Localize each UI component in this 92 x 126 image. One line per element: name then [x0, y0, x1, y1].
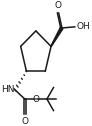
Text: O: O — [21, 117, 28, 126]
Text: OH: OH — [76, 22, 90, 31]
Polygon shape — [51, 27, 63, 47]
Text: HN: HN — [1, 85, 14, 94]
Text: O: O — [32, 94, 39, 104]
Text: O: O — [55, 1, 62, 10]
